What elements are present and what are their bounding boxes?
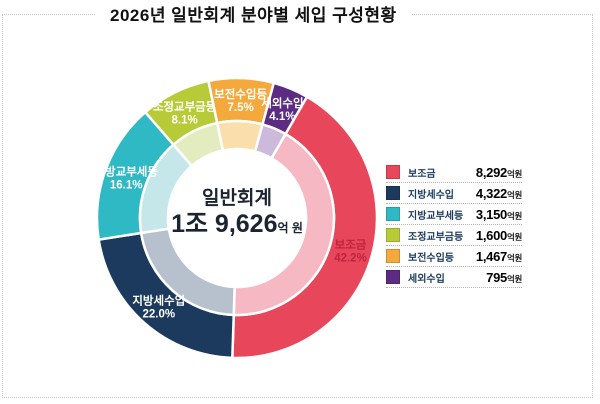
legend-item-unit: 억원 bbox=[506, 252, 522, 263]
segment-label: 지방세수입 22.0% bbox=[132, 293, 185, 320]
legend-item-label: 지방교부세등 bbox=[408, 210, 464, 222]
segment-label: 보조금 42.2% bbox=[334, 238, 367, 264]
legend-row: 지방교부세등 3,150억원 bbox=[386, 204, 522, 225]
legend-color-swatch bbox=[386, 228, 400, 242]
legend-row: 보전수입등 1,467억원 bbox=[386, 246, 522, 267]
center-label-account-name: 일반회계 bbox=[202, 188, 272, 209]
donut-segment-inner bbox=[253, 122, 288, 160]
legend-item-unit: 억원 bbox=[506, 273, 522, 284]
legend-item-label: 지방세수입 bbox=[408, 189, 454, 201]
legend-item-unit: 억원 bbox=[506, 168, 522, 179]
legend-item-value: 795억원 bbox=[486, 269, 522, 285]
legend-item-value: 8,292억원 bbox=[475, 164, 522, 180]
legend-item-label: 보조금 bbox=[408, 168, 436, 180]
center-label-total-amount: 1조 9,626억 원 bbox=[171, 210, 303, 238]
legend-color-swatch bbox=[386, 207, 400, 221]
legend-item-value: 4,322억원 bbox=[475, 185, 522, 201]
legend-item-value: 3,150억원 bbox=[475, 206, 522, 222]
segment-label: 보전수입등 7.5% bbox=[214, 87, 267, 114]
segment-label: 세외수입 4.1% bbox=[261, 96, 303, 123]
legend-color-swatch bbox=[386, 249, 400, 263]
legend-row: 지방세수입 4,322억원 bbox=[386, 183, 522, 204]
legend-item-value: 1,600억원 bbox=[475, 227, 522, 243]
legend-item-label: 조정교부금등 bbox=[408, 231, 464, 243]
donut-center-label: 일반회계 1조 9,626억 원 bbox=[127, 188, 347, 242]
legend-row: 보조금 8,292억원 bbox=[386, 162, 522, 183]
legend-item-unit: 억원 bbox=[506, 231, 522, 242]
segment-label: 조정교부금등 8.1% bbox=[153, 99, 217, 126]
legend-item-label: 보전수입등 bbox=[408, 252, 454, 264]
legend-item-unit: 억원 bbox=[506, 189, 522, 200]
segment-label: 지방교부세등 16.1% bbox=[94, 164, 158, 191]
legend-item-value: 1,467억원 bbox=[475, 248, 522, 264]
donut-segment-inner bbox=[232, 132, 336, 317]
legend-color-swatch bbox=[386, 186, 400, 200]
page-title: 2026년 일반회계 분야별 세입 구성현황 bbox=[95, 1, 412, 26]
legend-item-unit: 억원 bbox=[506, 210, 522, 221]
legend-color-swatch bbox=[386, 165, 400, 179]
legend-item-label: 세외수입 bbox=[408, 273, 445, 285]
legend-row: 조정교부금등 1,600억원 bbox=[386, 225, 522, 246]
legend-row: 세외수입 795억원 bbox=[386, 267, 522, 288]
legend-color-swatch bbox=[386, 270, 400, 284]
